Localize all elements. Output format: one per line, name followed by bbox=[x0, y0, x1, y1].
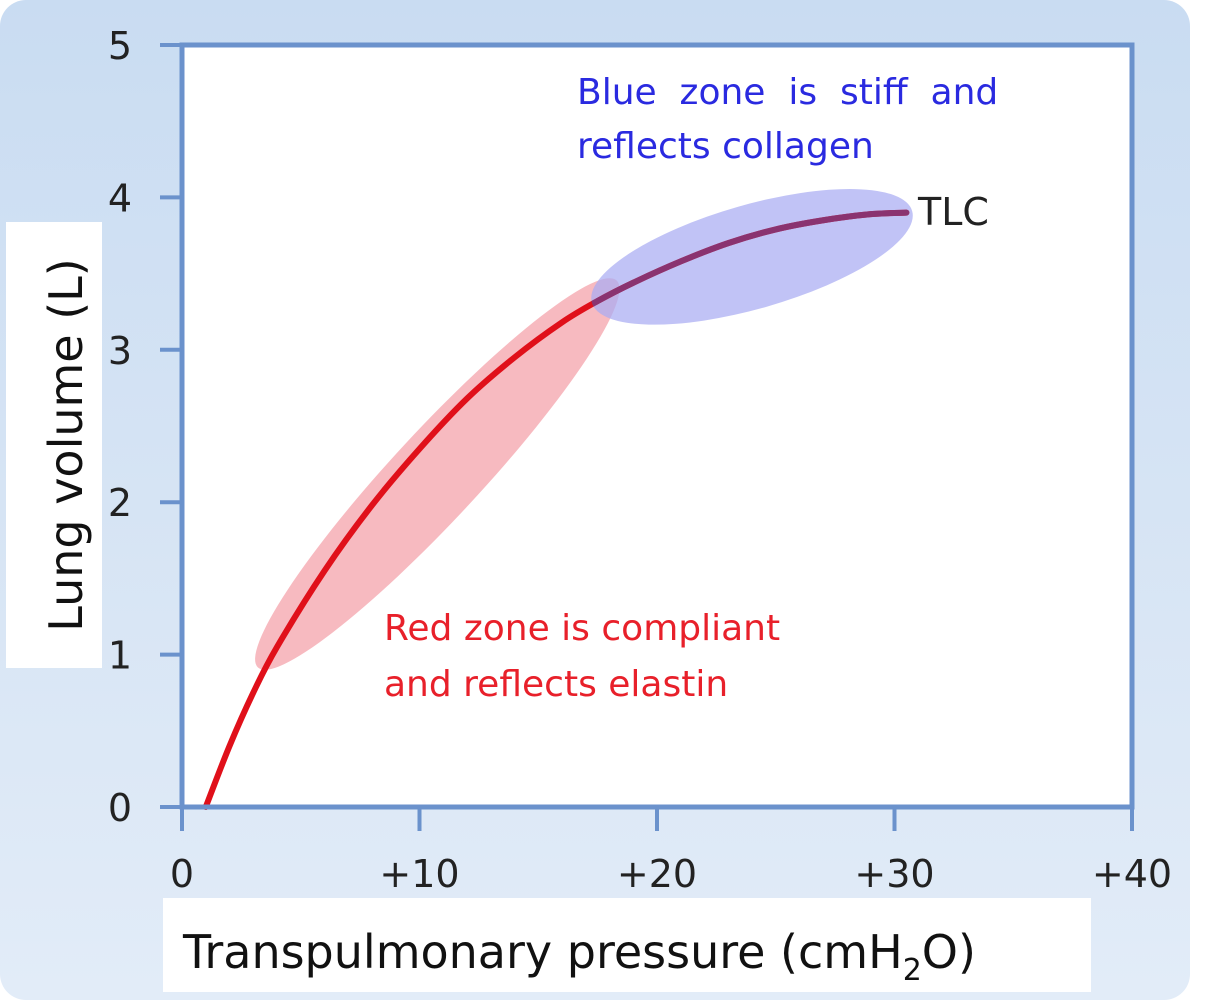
curve-blue-zone-segment bbox=[577, 209, 910, 353]
ylabel-panel bbox=[6, 222, 102, 668]
tlc-label: TLC bbox=[917, 190, 989, 234]
x-tick-label: +20 bbox=[617, 852, 697, 896]
x-axis-title-subscript: 2 bbox=[903, 953, 922, 988]
x-tick-label: +30 bbox=[854, 852, 934, 896]
x-axis-title-suffix: O) bbox=[922, 925, 976, 979]
y-tick-label: 5 bbox=[108, 24, 132, 68]
y-ticks: 0 1 2 3 4 5 bbox=[108, 24, 182, 830]
y-tick-label: 3 bbox=[108, 329, 132, 373]
blue-zone-annotation-line1: Blue zone is stiff and bbox=[577, 72, 998, 113]
red-zone-annotation-line1: Red zone is compliant bbox=[384, 608, 780, 649]
x-axis-title: Transpulmonary pressure (cmH2O) bbox=[182, 925, 976, 988]
red-zone-annotation-line2: and reflects elastin bbox=[384, 664, 728, 705]
y-tick-label: 2 bbox=[108, 481, 132, 525]
blue-zone-annotation-line2: reflects collagen bbox=[577, 126, 874, 167]
blue-zone-ellipse bbox=[591, 189, 913, 325]
x-tick-label: +10 bbox=[379, 852, 459, 896]
curve-group bbox=[202, 209, 910, 810]
zones bbox=[255, 189, 913, 670]
red-zone-ellipse bbox=[255, 278, 620, 670]
y-tick-label: 1 bbox=[108, 634, 132, 678]
x-tick-label: +40 bbox=[1092, 852, 1172, 896]
y-tick-label: 4 bbox=[108, 176, 132, 220]
y-axis-title: Lung volume (L) bbox=[39, 258, 93, 632]
x-axis-title-main: Transpulmonary pressure (cmH bbox=[182, 925, 903, 979]
x-ticks: 0 +10 +20 +30 +40 bbox=[170, 807, 1172, 896]
y-tick-label: 0 bbox=[108, 786, 132, 830]
xlabel-panel bbox=[163, 898, 1091, 992]
plot-area bbox=[182, 45, 1132, 807]
x-tick-label: 0 bbox=[170, 852, 194, 896]
